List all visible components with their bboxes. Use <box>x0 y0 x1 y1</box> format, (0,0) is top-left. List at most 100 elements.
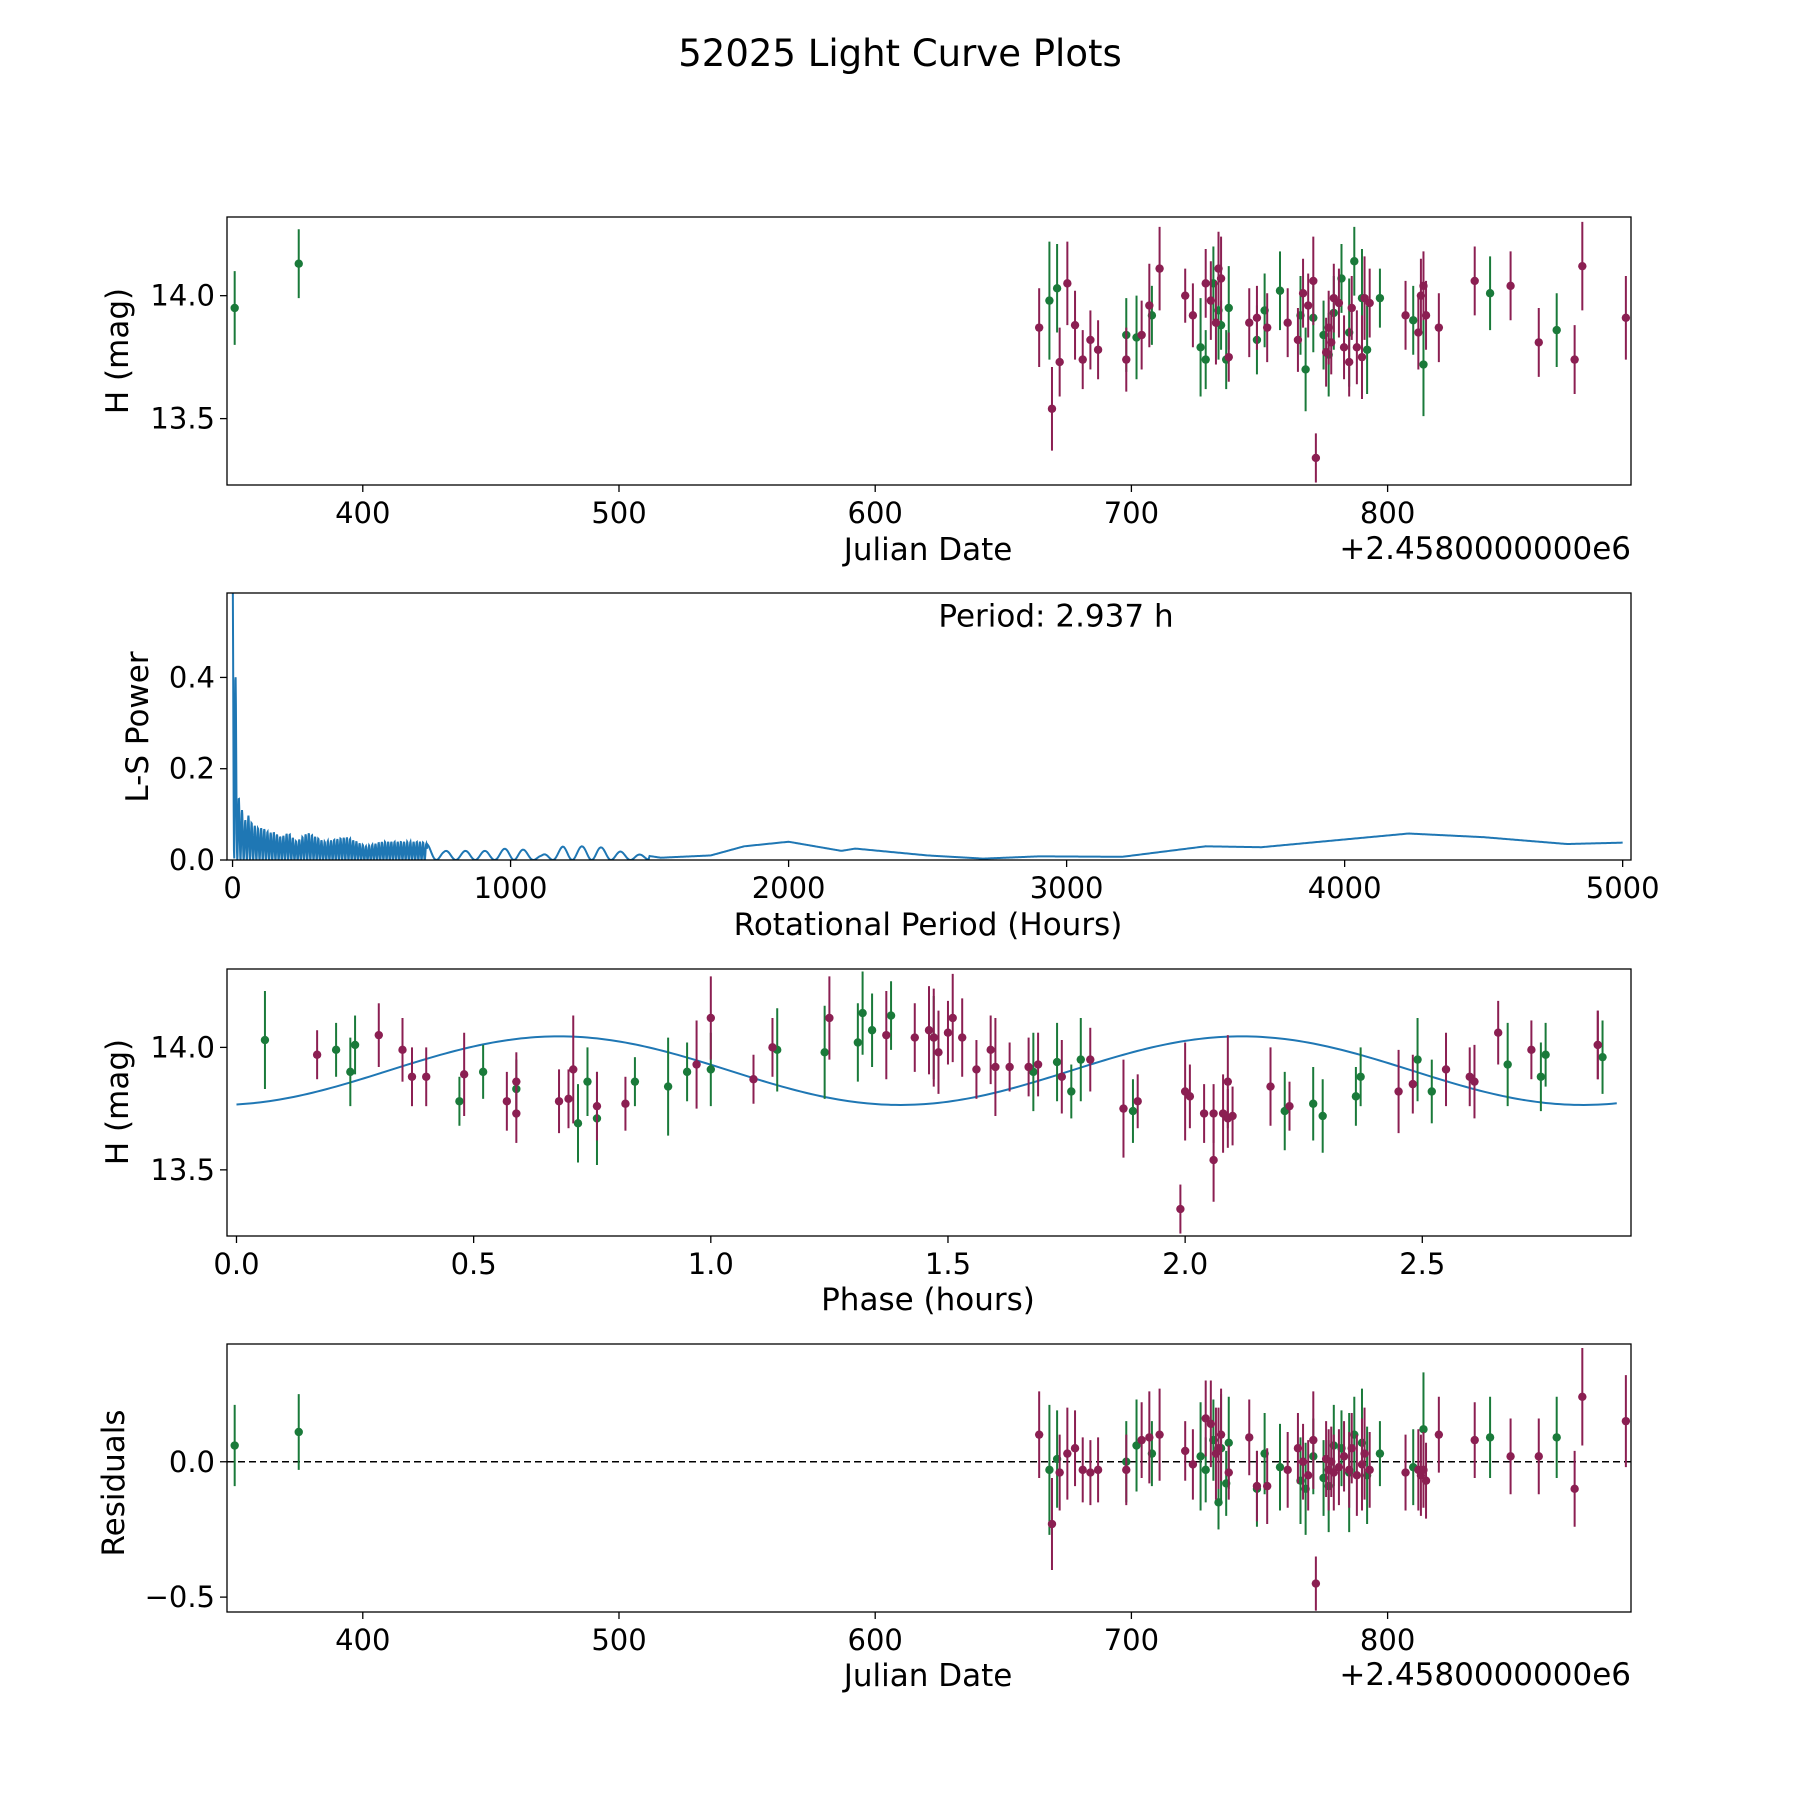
data-point <box>1145 1433 1154 1442</box>
data-point <box>1224 352 1233 362</box>
data-point <box>1266 1082 1275 1091</box>
data-point <box>1309 276 1318 286</box>
y-tick-label: 14.0 <box>150 279 215 313</box>
data-point <box>350 1040 360 1050</box>
data-point <box>1086 1468 1095 1477</box>
data-point <box>331 1045 341 1055</box>
data-point <box>1155 1430 1164 1439</box>
data-point <box>1067 1087 1076 1096</box>
data-point <box>1356 1072 1365 1081</box>
data-point <box>943 1028 953 1037</box>
data-point <box>1034 323 1044 332</box>
data-point <box>1352 343 1362 352</box>
data-point <box>592 1101 602 1111</box>
data-point <box>1485 289 1495 298</box>
data-point <box>1311 453 1321 463</box>
data-point <box>768 1043 777 1052</box>
data-point <box>1216 1430 1226 1439</box>
data-point <box>1506 281 1515 291</box>
data-point <box>1293 1444 1303 1453</box>
data-point <box>1441 1065 1451 1074</box>
data-point <box>1045 296 1054 305</box>
data-point <box>294 259 303 268</box>
data-point <box>1621 1416 1631 1426</box>
data-point <box>398 1045 407 1055</box>
data-point <box>512 1109 521 1118</box>
data-point <box>1598 1052 1607 1062</box>
data-point <box>230 303 239 313</box>
data-point <box>929 1033 938 1042</box>
data-point <box>1434 1430 1444 1439</box>
data-point <box>749 1075 758 1084</box>
data-point <box>1350 257 1359 266</box>
plot-frame <box>226 1343 1632 1613</box>
x-tick-label: 700 <box>1104 1623 1159 1657</box>
data-point <box>1334 298 1344 308</box>
data-point <box>1201 355 1210 364</box>
data-point <box>1413 1055 1422 1064</box>
data-point <box>1318 1111 1327 1121</box>
data-point <box>1078 1465 1087 1475</box>
data-point <box>312 1050 322 1059</box>
x-axis-label: Rotational Period (Hours) <box>734 907 1123 943</box>
data-point <box>1339 1452 1349 1461</box>
data-point <box>1311 1579 1321 1588</box>
x-tick-label: 3000 <box>1030 871 1104 905</box>
data-point <box>569 1065 578 1074</box>
data-point <box>1033 1060 1043 1069</box>
data-point <box>1206 296 1216 305</box>
data-point <box>1534 1452 1543 1461</box>
data-point <box>1578 1392 1587 1401</box>
data-point <box>1201 279 1210 288</box>
data-point <box>682 1067 692 1077</box>
data-point <box>986 1045 995 1055</box>
x-tick-label: 800 <box>1360 1623 1415 1657</box>
x-tick-label: 4000 <box>1308 871 1382 905</box>
data-point <box>1045 1465 1054 1475</box>
power-series-line <box>231 593 1623 860</box>
data-point <box>621 1099 630 1108</box>
data-point <box>1298 1457 1308 1466</box>
data-point <box>573 1119 583 1128</box>
data-point <box>1347 303 1356 313</box>
data-point <box>1252 313 1262 323</box>
data-point <box>1339 343 1349 352</box>
x-tick-label: 400 <box>335 1623 390 1657</box>
data-point <box>478 1067 488 1077</box>
data-point <box>1485 1433 1495 1442</box>
data-point <box>1047 1519 1057 1529</box>
data-point <box>512 1077 521 1086</box>
figure-title: 52025 Light Curve Plots <box>678 32 1122 75</box>
x-tick-label: 500 <box>591 1623 646 1657</box>
data-point <box>1055 1468 1064 1477</box>
data-point <box>1070 320 1080 330</box>
data-point <box>858 1008 867 1018</box>
periodogram-panel: 0 1000 2000 3000 4000 5000 0.0 0.2 0.4 Period: 2… <box>120 592 1660 943</box>
y-tick-label: 0.2 <box>169 752 215 786</box>
x-tick-label: 1000 <box>474 871 548 905</box>
data-point <box>1188 311 1198 320</box>
y-tick-label: 13.5 <box>150 402 215 436</box>
y-tick-label: 0.0 <box>169 843 215 877</box>
data-point <box>1293 335 1303 345</box>
data-point <box>853 1038 863 1047</box>
data-point <box>1209 1109 1218 1118</box>
period-annotation: Period: 2.937 h <box>938 599 1173 635</box>
data-point <box>1057 1072 1067 1081</box>
data-point <box>706 1013 716 1023</box>
data-point <box>1365 298 1374 308</box>
data-point <box>1401 311 1410 320</box>
data-point <box>1199 1109 1209 1118</box>
data-point <box>882 1030 891 1040</box>
data-point <box>1527 1045 1536 1055</box>
data-point <box>1228 1111 1237 1121</box>
data-point <box>1209 1155 1218 1165</box>
data-point <box>1357 352 1367 362</box>
data-point <box>1093 1465 1103 1475</box>
data-point <box>1552 325 1561 335</box>
data-point <box>1578 261 1587 271</box>
data-point <box>1375 1449 1385 1458</box>
data-point <box>934 1048 943 1057</box>
data-point <box>1334 1462 1344 1472</box>
data-point <box>1223 1077 1233 1086</box>
